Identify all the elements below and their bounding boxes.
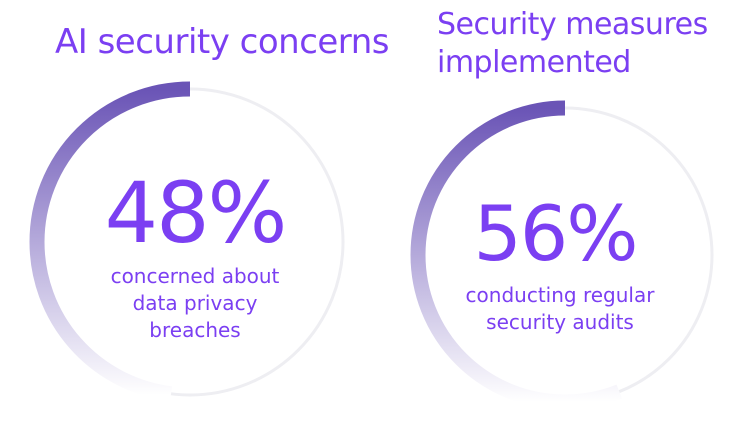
chart-title: AI security concerns — [55, 22, 389, 62]
stat-caption: concerned about data privacy breaches — [90, 263, 300, 344]
stat-caption-line: breaches — [149, 318, 241, 342]
stat-caption-line: data privacy — [132, 291, 258, 315]
donut-chart — [29, 81, 351, 403]
stat-caption-line: concerned about — [110, 264, 280, 288]
chart-title: Security measures implemented — [437, 6, 737, 82]
donut-progress-arc — [29, 81, 351, 403]
chart-title-line: Security measures — [437, 7, 708, 42]
chart-security-measures: Security measures implemented 56% conduc… — [375, 0, 750, 421]
stat-value: 48% — [104, 164, 288, 262]
stat-caption: conducting regular security audits — [465, 282, 655, 336]
chart-ai-security-concerns: AI security concerns 48% concerned about… — [29, 22, 389, 403]
donut-chart — [410, 100, 720, 410]
stat-caption-line: security audits — [486, 310, 634, 334]
donut-progress-arc — [410, 100, 720, 410]
chart-title-line: implemented — [437, 45, 631, 80]
stat-caption-line: conducting regular — [465, 283, 655, 307]
stat-value: 56% — [473, 189, 639, 278]
